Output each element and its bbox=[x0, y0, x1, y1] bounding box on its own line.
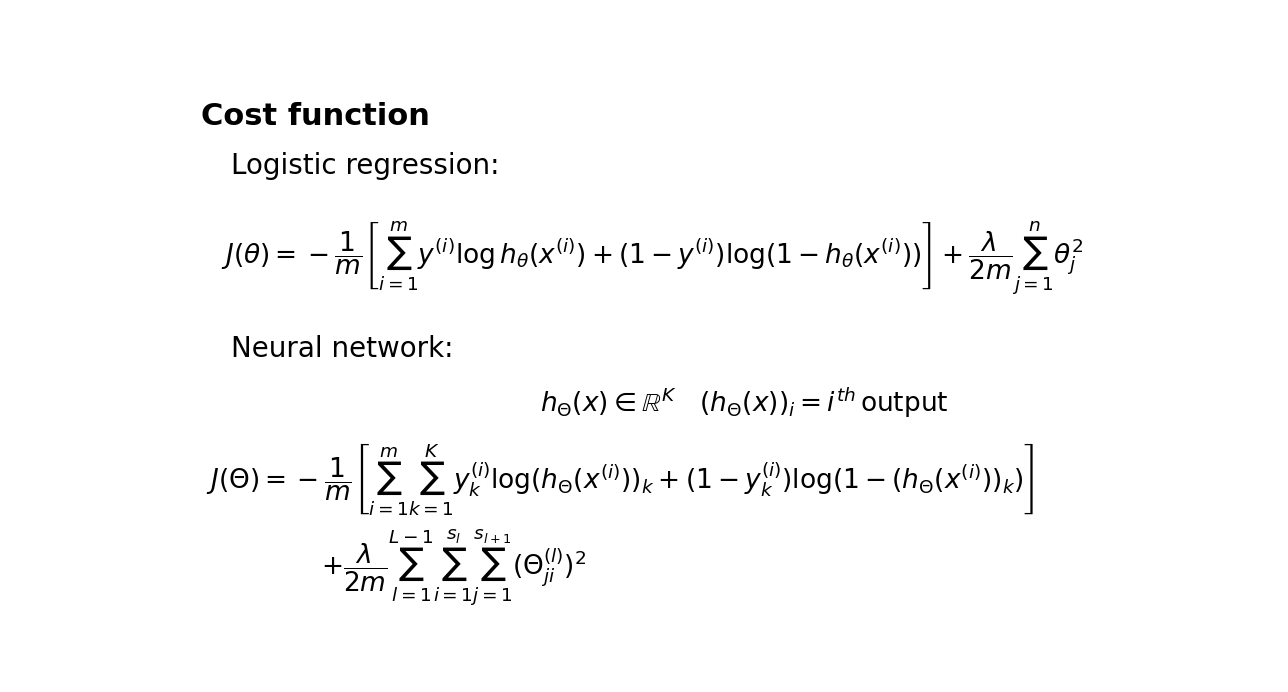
Text: Cost function: Cost function bbox=[201, 102, 430, 131]
Text: Neural network:: Neural network: bbox=[231, 336, 453, 363]
Text: $J(\Theta) = -\dfrac{1}{m}\left[\sum_{i=1}^{m}\sum_{k=1}^{K} y_k^{(i)} \log(h_{\: $J(\Theta) = -\dfrac{1}{m}\left[\sum_{i=… bbox=[206, 441, 1034, 518]
Text: Logistic regression:: Logistic regression: bbox=[231, 152, 500, 180]
Text: $+\dfrac{\lambda}{2m}\sum_{l=1}^{L-1}\sum_{i=1}^{s_l}\sum_{j=1}^{s_{l+1}}(\Theta: $+\dfrac{\lambda}{2m}\sum_{l=1}^{L-1}\su… bbox=[321, 527, 586, 608]
Text: $h_{\Theta}(x) \in \mathbb{R}^K \quad (h_{\Theta}(x))_i = i^{th} \,\mathrm{outpu: $h_{\Theta}(x) \in \mathbb{R}^K \quad (h… bbox=[541, 385, 949, 420]
Text: $J(\theta) = -\dfrac{1}{m}\left[\sum_{i=1}^{m} y^{(i)} \log h_{\theta}(x^{(i)}) : $J(\theta) = -\dfrac{1}{m}\left[\sum_{i=… bbox=[222, 220, 1083, 298]
